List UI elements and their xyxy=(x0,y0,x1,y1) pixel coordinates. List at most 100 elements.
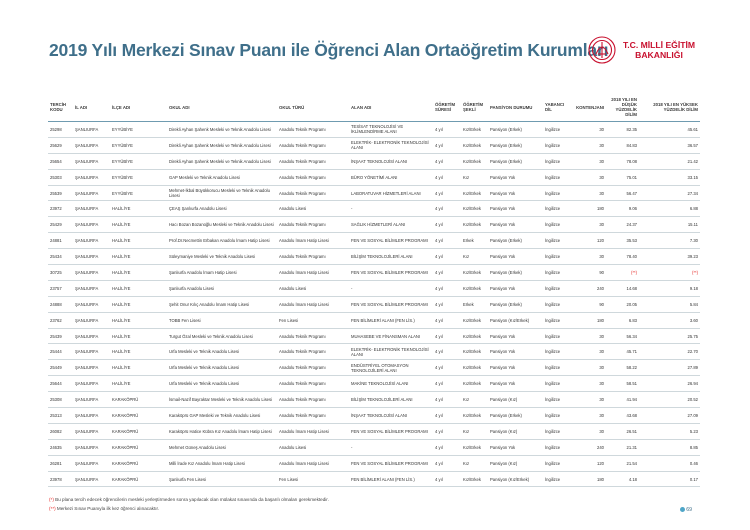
table-cell: SAĞLIK HİZMETLERİ ALANI xyxy=(349,216,433,234)
table-cell: Anadolu Teknik Programı xyxy=(277,216,349,234)
table-cell: 4 yıl xyxy=(433,343,461,361)
table-cell: HALİLİYE xyxy=(110,216,167,234)
table-cell: Anadolu Teknik Programı xyxy=(277,248,349,266)
page-dot-icon xyxy=(680,507,685,512)
table-cell: Anadolu İmam Hatip Lisesi xyxy=(277,232,349,250)
table-cell: İngilizce xyxy=(543,169,571,186)
table-cell: Kız/Erkek xyxy=(461,185,488,202)
table-cell: Kız/Erkek xyxy=(461,407,488,424)
table-cell: 25439 xyxy=(48,328,73,345)
table-cell: ELEKTRİK- ELEKTRONİK TEKNOLOJİSİ ALANI xyxy=(349,343,433,361)
table-cell: İngilizce xyxy=(543,391,571,409)
table-cell: İngilizce xyxy=(543,280,571,297)
table-cell: Pansiyon (Kız) xyxy=(488,391,543,409)
table-cell: FEN VE SOSYAL BİLİMLER PROGRAMI xyxy=(349,423,433,440)
table-cell: 23757 xyxy=(48,280,73,297)
table-cell: 21.42 xyxy=(639,153,700,170)
table-cell: 30 xyxy=(571,359,606,377)
column-header: 2018 YILI EN YÜKSEK YÜZDELİK DİLİM xyxy=(639,93,700,122)
table-cell: Anadolu Teknik Programı xyxy=(277,185,349,202)
table-cell: - xyxy=(349,439,433,456)
table-cell: Kız/Erkek xyxy=(461,328,488,345)
table-cell: ŞANLIURFA xyxy=(73,391,110,409)
table-cell: HALİLİYE xyxy=(110,248,167,266)
table-cell: 30 xyxy=(571,423,606,440)
table-cell: Urfa Mesleki ve Teknik Anadolu Lisesi xyxy=(167,375,277,393)
table-cell: 20.52 xyxy=(639,391,700,409)
table-cell: 90 xyxy=(571,264,606,281)
table-cell: 25429 xyxy=(48,216,73,234)
table-cell: 45.61 xyxy=(639,121,700,138)
table-cell: 56.34 xyxy=(606,328,639,345)
table-cell: ŞANLIURFA xyxy=(73,423,110,440)
table-cell: ŞANLIURFA xyxy=(73,121,110,138)
table-row: 25313 ŞANLIURFA KARAKÖPRÜ Karaköprü GAP Mes… xyxy=(48,407,700,424)
table-cell: LABORATUVAR HİZMETLERİ ALANI xyxy=(349,185,433,202)
table-cell: EYYÜBİYE xyxy=(110,137,167,154)
table-cell: EYYÜBİYE xyxy=(110,169,167,186)
table-cell: Urfa Mesleki ve Teknik Anadolu Lisesi xyxy=(167,359,277,377)
table-row: 24635 ŞANLIURFA KARAKÖPRÜ Mehmet Güneş Anad… xyxy=(48,439,700,456)
table-cell: İngilizce xyxy=(543,200,571,218)
table-cell: KARAKÖPRÜ xyxy=(110,471,167,488)
table-cell: 0.17 xyxy=(639,471,700,488)
table-cell: - xyxy=(349,280,433,297)
table-cell: Pansiyon Yok xyxy=(488,439,543,456)
table-cell: TOBB Fen Lisesi xyxy=(167,312,277,329)
table-cell: İngilizce xyxy=(543,328,571,345)
table-cell: ŞANLIURFA xyxy=(73,248,110,266)
table-cell: Kız/Erkek xyxy=(461,343,488,361)
table-cell: 58.22 xyxy=(606,359,639,377)
table-cell: FEN VE SOSYAL BİLİMLER PROGRAMI xyxy=(349,296,433,313)
table-cell: 27.09 xyxy=(639,407,700,424)
table-row: 24888 ŞANLIURFA HALİLİYE Şehit Onur Kılıç A… xyxy=(48,296,700,313)
table-cell: Kız/Erkek xyxy=(461,200,488,218)
table-cell: Şanlıurfa Fen Lisesi xyxy=(167,471,277,488)
table-cell: 30 xyxy=(571,407,606,424)
table-cell: HALİLİYE xyxy=(110,200,167,218)
table-cell: 20.05 xyxy=(606,296,639,313)
table-cell: ŞANLIURFA xyxy=(73,280,110,297)
table-cell: 9.06 xyxy=(606,200,639,218)
table-cell: KARAKÖPRÜ xyxy=(110,439,167,456)
table-cell: 8.85 xyxy=(639,439,700,456)
table-cell: 0.46 xyxy=(639,455,700,472)
table-cell: 120 xyxy=(571,232,606,250)
table-cell: ŞANLIURFA xyxy=(73,153,110,170)
logo-text: T.C. MİLLİ EĞİTİM BAKANLIĞI xyxy=(616,40,702,60)
table-cell: 3.60 xyxy=(639,312,700,329)
table-row: 25444 ŞANLIURFA HALİLİYE Urfa Mesleki ve Te… xyxy=(48,343,700,361)
table-cell: 240 xyxy=(571,439,606,456)
table-cell: 30 xyxy=(571,153,606,170)
footnote-2: (**) Merkezi Sınav Puanıyla ilk kez öğre… xyxy=(49,506,159,511)
table-cell: İngilizce xyxy=(543,264,571,281)
table-cell: 24.37 xyxy=(606,216,639,234)
table-cell: HALİLİYE xyxy=(110,264,167,281)
table-row: 25298 ŞANLIURFA EYYÜBİYE Direkli Ayhan Şahe… xyxy=(48,121,700,138)
table-row: 23762 ŞANLIURFA HALİLİYE TOBB Fen Lisesi Fen… xyxy=(48,312,700,329)
table-cell: İngilizce xyxy=(543,121,571,138)
table-cell: ŞANLIURFA xyxy=(73,200,110,218)
table-cell: 25644 xyxy=(48,375,73,393)
table-cell: ŞANLIURFA xyxy=(73,296,110,313)
table-cell: HALİLİYE xyxy=(110,343,167,361)
table-cell: Şehit Onur Kılıç Anadolu İmam Hatip Lise… xyxy=(167,296,277,313)
table-cell: Pansiyon (Kız) xyxy=(488,423,543,440)
column-header: YABANCI DİL xyxy=(543,93,571,122)
table-cell: 23762 xyxy=(48,312,73,329)
table-cell: 14.68 xyxy=(606,280,639,297)
table-cell: Direkli Ayhan Şahenk Mesleki ve Teknik A… xyxy=(167,121,277,138)
table-cell: (**) xyxy=(606,264,639,281)
table-cell: 27.89 xyxy=(639,359,700,377)
table-cell: ŞANLIURFA xyxy=(73,216,110,234)
table-cell: 30 xyxy=(571,169,606,186)
table-row: 26082 ŞANLIURFA KARAKÖPRÜ Karaköprü Hatice … xyxy=(48,423,700,440)
table-cell: 6.88 xyxy=(639,200,700,218)
table-cell: 4.18 xyxy=(606,471,639,488)
table-cell: 5.84 xyxy=(639,296,700,313)
table-cell: 75.01 xyxy=(606,169,639,186)
table-cell: 26281 xyxy=(48,455,73,472)
table-cell: FEN BİLİMLERİ ALANI (FEN LİS.) xyxy=(349,471,433,488)
table-cell: 4 yıl xyxy=(433,216,461,234)
table-cell: 25313 xyxy=(48,407,73,424)
